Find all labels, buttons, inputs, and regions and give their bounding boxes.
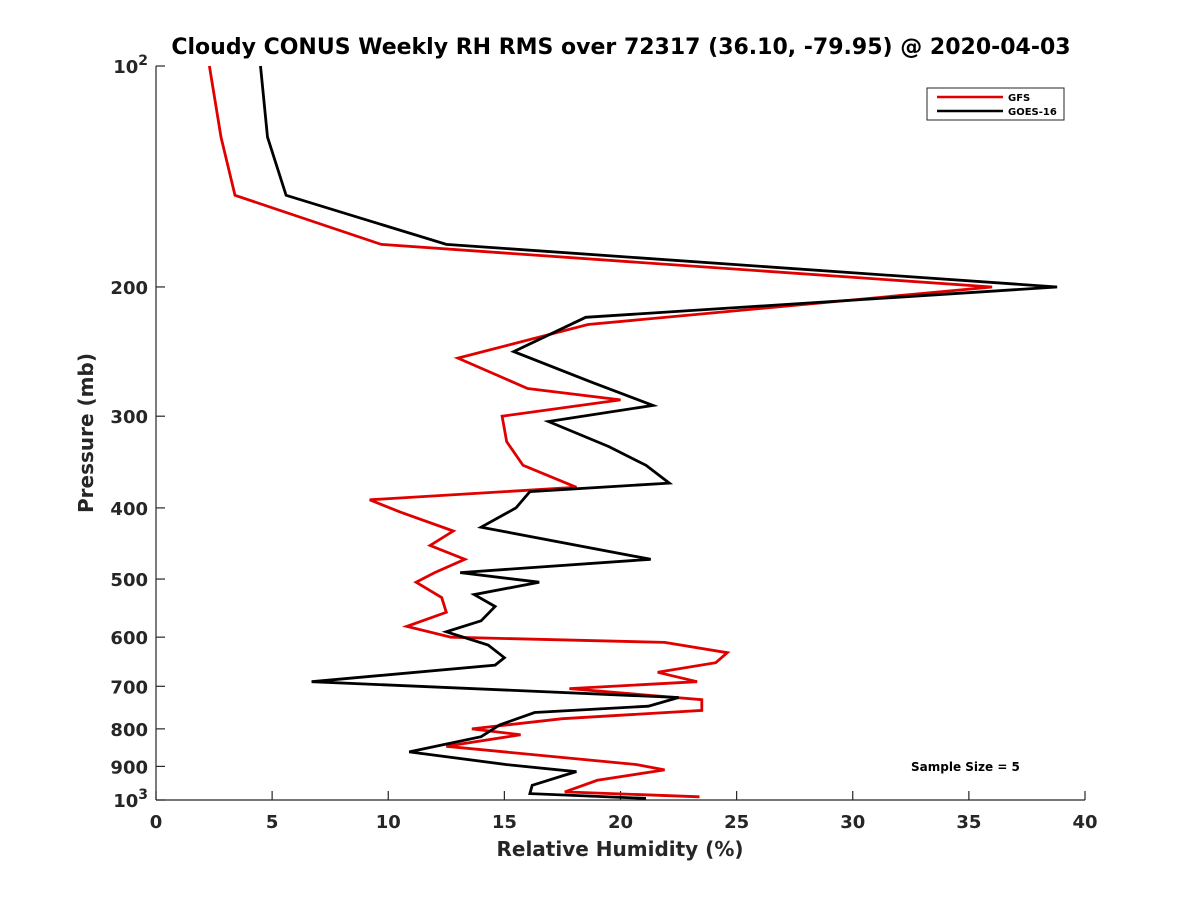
y-tick-label: 500 xyxy=(110,570,148,591)
x-tick-label: 40 xyxy=(1072,812,1097,833)
y-tick-label-base: 10 xyxy=(113,57,138,78)
series-line-goes16 xyxy=(259,65,1058,800)
x-tick-label: 5 xyxy=(266,812,279,833)
y-axis-label: Pressure (mb) xyxy=(74,353,98,513)
y-tick-label: 102 xyxy=(113,53,148,78)
x-tick-label: 0 xyxy=(150,812,163,833)
x-tick-label: 15 xyxy=(492,812,517,833)
series-layer xyxy=(208,65,1058,800)
series-line-gfs xyxy=(208,65,993,799)
legend-label-goes16: GOES-16 xyxy=(1008,107,1057,118)
x-tick-label: 35 xyxy=(956,812,981,833)
x-tick-label: 10 xyxy=(376,812,401,833)
x-axis-label: Relative Humidity (%) xyxy=(496,837,743,861)
x-tick-label: 30 xyxy=(840,812,865,833)
y-tick-label: 103 xyxy=(113,787,148,812)
x-tick-label: 25 xyxy=(724,812,749,833)
y-tick-label-exponent: 3 xyxy=(138,787,148,803)
x-axis-ticks: 0 5 10 15 20 25 30 35 40 xyxy=(150,791,1098,833)
y-tick-label: 200 xyxy=(110,278,148,299)
y-tick-label: 800 xyxy=(110,720,148,741)
y-tick-label: 900 xyxy=(110,757,148,778)
y-tick-label: 300 xyxy=(110,407,148,428)
y-tick-label: 600 xyxy=(110,628,148,649)
y-tick-label: 400 xyxy=(110,499,148,520)
x-tick-label: 20 xyxy=(608,812,633,833)
y-tick-label-exponent: 2 xyxy=(138,53,148,69)
y-tick-label: 700 xyxy=(110,677,148,698)
legend: GFS GOES-16 xyxy=(926,87,1065,121)
plot-area xyxy=(155,66,1085,801)
legend-label-gfs: GFS xyxy=(1008,93,1030,104)
y-tick-label-base: 10 xyxy=(113,791,138,812)
legend-box xyxy=(926,87,1065,121)
sample-size-annotation: Sample Size = 5 xyxy=(911,760,1020,774)
chart-title: Cloudy CONUS Weekly RH RMS over 72317 (3… xyxy=(171,35,1070,60)
